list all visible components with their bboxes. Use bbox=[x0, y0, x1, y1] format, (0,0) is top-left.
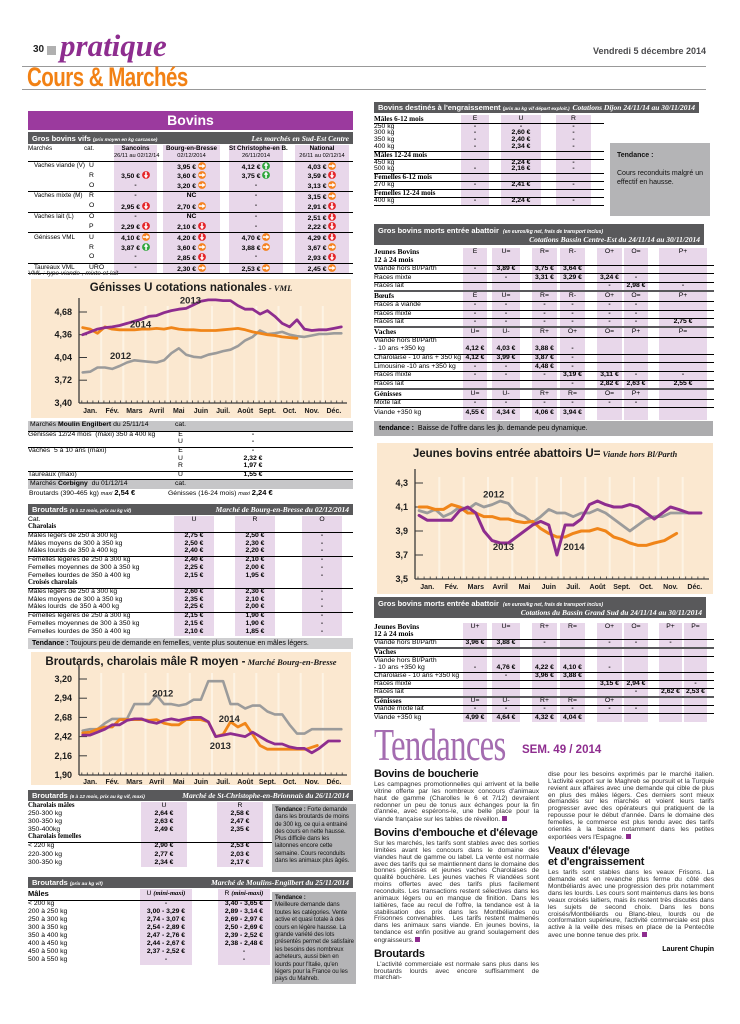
svg-text:Fév.: Fév. bbox=[105, 408, 119, 415]
svg-text:Juil.: Juil. bbox=[216, 408, 230, 415]
svg-text:2,68: 2,68 bbox=[54, 712, 72, 722]
svg-text:Déc.: Déc. bbox=[687, 584, 702, 591]
svg-text:Fév.: Fév. bbox=[105, 779, 119, 785]
svg-text:Août: Août bbox=[590, 584, 607, 591]
svg-text:Broutards, charolais mâle R mo: Broutards, charolais mâle R moyen - Marc… bbox=[45, 656, 336, 668]
svg-text:1,90: 1,90 bbox=[54, 770, 72, 780]
svg-text:Août: Août bbox=[237, 408, 254, 415]
svg-text:4,04: 4,04 bbox=[54, 353, 72, 363]
svg-text:Avril: Avril bbox=[493, 584, 508, 591]
svg-text:Sept.: Sept. bbox=[259, 779, 276, 785]
svg-text:Nov.: Nov. bbox=[663, 584, 678, 591]
svg-text:2014: 2014 bbox=[563, 542, 585, 553]
svg-text:Mars: Mars bbox=[126, 779, 142, 785]
svg-text:2,94: 2,94 bbox=[54, 693, 72, 703]
svg-text:Nov.: Nov. bbox=[304, 408, 319, 415]
svg-text:Jan.: Jan. bbox=[83, 779, 97, 785]
svg-text:3,5: 3,5 bbox=[395, 574, 408, 584]
svg-text:2012: 2012 bbox=[152, 689, 173, 700]
svg-text:Fév.: Fév. bbox=[445, 584, 459, 591]
svg-text:4,3: 4,3 bbox=[395, 478, 408, 488]
svg-text:Août: Août bbox=[237, 779, 254, 785]
svg-text:Jan.: Jan. bbox=[420, 584, 434, 591]
svg-text:4,36: 4,36 bbox=[54, 330, 72, 340]
svg-text:Déc.: Déc. bbox=[327, 779, 342, 785]
svg-text:Sept.: Sept. bbox=[613, 584, 630, 591]
svg-text:3,9: 3,9 bbox=[395, 526, 408, 536]
svg-text:Oct.: Oct. bbox=[639, 584, 653, 591]
svg-text:Déc.: Déc. bbox=[327, 408, 342, 415]
svg-text:Juin: Juin bbox=[194, 408, 208, 415]
svg-text:Mai: Mai bbox=[519, 584, 531, 591]
svg-text:3,20: 3,20 bbox=[54, 674, 72, 684]
svg-text:Sept.: Sept. bbox=[259, 408, 276, 415]
svg-text:2013: 2013 bbox=[180, 296, 201, 307]
svg-text:Avril: Avril bbox=[149, 779, 164, 785]
svg-text:Oct.: Oct. bbox=[283, 408, 297, 415]
svg-text:Nov.: Nov. bbox=[304, 779, 319, 785]
svg-text:Jeunes bovins entrée abattoirs: Jeunes bovins entrée abattoirs U= Viande… bbox=[413, 448, 678, 460]
svg-text:2012: 2012 bbox=[110, 351, 131, 362]
svg-text:4,1: 4,1 bbox=[395, 502, 408, 512]
svg-text:Génisses U cotations nationale: Génisses U cotations nationales - VML bbox=[90, 282, 293, 294]
svg-text:2,42: 2,42 bbox=[54, 732, 72, 742]
svg-text:Juin: Juin bbox=[194, 779, 208, 785]
svg-text:3,72: 3,72 bbox=[54, 375, 72, 385]
svg-text:2,16: 2,16 bbox=[54, 751, 72, 761]
svg-text:2014: 2014 bbox=[130, 320, 152, 331]
svg-text:2013: 2013 bbox=[493, 542, 514, 553]
svg-text:Juil.: Juil. bbox=[566, 584, 580, 591]
svg-text:2014: 2014 bbox=[219, 714, 241, 725]
svg-text:2013: 2013 bbox=[210, 741, 231, 752]
svg-text:Mai: Mai bbox=[173, 408, 185, 415]
svg-text:Jan.: Jan. bbox=[83, 408, 97, 415]
svg-text:Avril: Avril bbox=[149, 408, 164, 415]
svg-text:4,68: 4,68 bbox=[54, 307, 72, 317]
svg-text:Oct.: Oct. bbox=[283, 779, 297, 785]
svg-text:Mars: Mars bbox=[468, 584, 484, 591]
svg-text:Juin: Juin bbox=[542, 584, 556, 591]
svg-text:3,40: 3,40 bbox=[54, 398, 72, 408]
svg-text:2012: 2012 bbox=[483, 489, 504, 500]
svg-text:Juil.: Juil. bbox=[216, 779, 230, 785]
svg-text:Mai: Mai bbox=[173, 779, 185, 785]
svg-text:Mars: Mars bbox=[126, 408, 142, 415]
svg-text:3,7: 3,7 bbox=[395, 550, 408, 560]
